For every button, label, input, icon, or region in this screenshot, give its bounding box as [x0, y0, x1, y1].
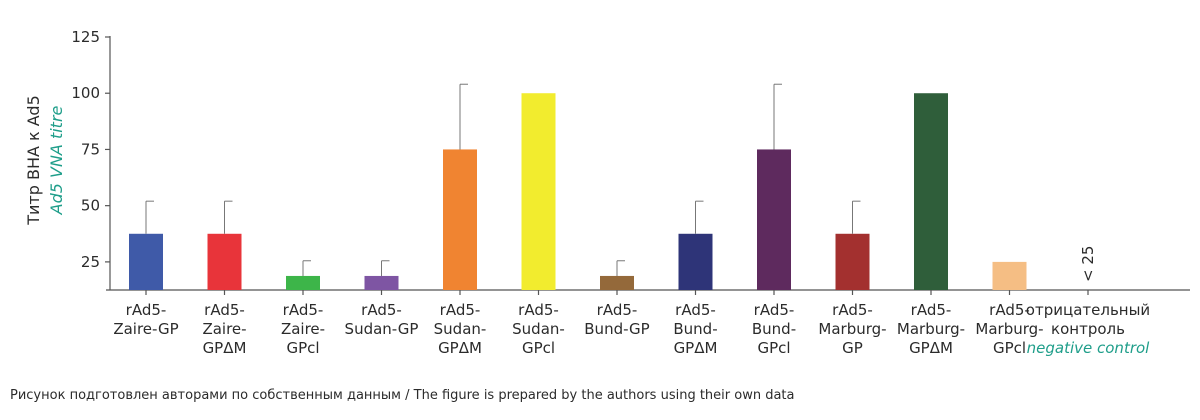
x-tick-label: Sudan-: [434, 320, 487, 338]
bar: [521, 93, 556, 290]
bar: [443, 149, 477, 290]
x-tick-label: GPΔM: [203, 339, 247, 357]
x-tick-label: GPcl: [993, 339, 1026, 357]
x-tick-label: rAd5-: [283, 301, 324, 319]
x-tick-label: rAd5-: [989, 301, 1030, 319]
x-tick-label: rAd5-: [911, 301, 952, 319]
x-tick-label: GPΔM: [438, 339, 482, 357]
x-tick-label: Zaire-: [281, 320, 325, 338]
bar: [207, 233, 242, 290]
bar: [992, 261, 1027, 290]
bar: [678, 233, 713, 290]
bar: [129, 233, 163, 290]
x-tick-label: rAd5-: [204, 301, 245, 319]
chart-category-labels: rAd5-Zaire-GPrAd5-Zaire-GPΔMrAd5-Zaire-G…: [113, 301, 1150, 357]
x-tick-label: контроль: [1051, 320, 1125, 338]
y-tick-label: 100: [71, 84, 100, 102]
bar: [600, 275, 634, 290]
y-tick-label: 75: [81, 140, 100, 158]
x-tick-label: GPcl: [286, 339, 319, 357]
x-tick-label: Sudan-: [512, 320, 565, 338]
x-tick-label: Marburg-: [897, 320, 965, 338]
figure-footnote: Рисунок подготовлен авторами по собствен…: [10, 388, 795, 403]
x-tick-label: rAd5-: [675, 301, 716, 319]
x-tick-label: rAd5-: [440, 301, 481, 319]
bar: [757, 149, 791, 290]
x-tick-label: GP: [842, 339, 863, 357]
x-tick-label: Marburg-: [975, 320, 1043, 338]
x-tick-label: GPΔM: [909, 339, 953, 357]
x-tick-label: rAd5-: [361, 301, 402, 319]
x-tick-label: Bund-: [752, 320, 796, 338]
x-tick-label: Bund-GP: [584, 320, 649, 338]
x-tick-label: rAd5-: [126, 301, 167, 319]
x-tick-label-en: negative control: [1027, 339, 1151, 357]
bar: [914, 93, 948, 290]
x-tick-label: Zaire-GP: [113, 320, 178, 338]
x-tick-label: rAd5-: [832, 301, 873, 319]
bar-annotation: < 25: [1079, 246, 1097, 282]
x-tick-label: rAd5-: [597, 301, 638, 319]
x-tick-label: rAd5-: [754, 301, 795, 319]
bar: [364, 275, 399, 290]
x-tick-label: GPcl: [757, 339, 790, 357]
x-tick-label: отрицательный: [1026, 301, 1150, 319]
x-tick-label: GPΔM: [674, 339, 718, 357]
chart-bars: < 25: [129, 83, 1097, 290]
y-axis-label-en: Ad5 VNA titre: [47, 105, 66, 215]
y-tick-label: 25: [81, 253, 100, 271]
x-tick-label: Sudan-GP: [345, 320, 419, 338]
y-tick-label: 50: [81, 197, 100, 215]
bar: [835, 233, 870, 290]
x-tick-label: Zaire-: [202, 320, 246, 338]
y-axis-label: Титр ВНА к Ad5: [24, 95, 43, 226]
x-tick-label: rAd5-: [518, 301, 559, 319]
bar: [286, 275, 320, 290]
y-tick-label: 125: [71, 28, 100, 46]
x-tick-label: Bund-: [673, 320, 717, 338]
x-tick-label: Marburg-: [818, 320, 886, 338]
x-tick-label: GPcl: [522, 339, 555, 357]
